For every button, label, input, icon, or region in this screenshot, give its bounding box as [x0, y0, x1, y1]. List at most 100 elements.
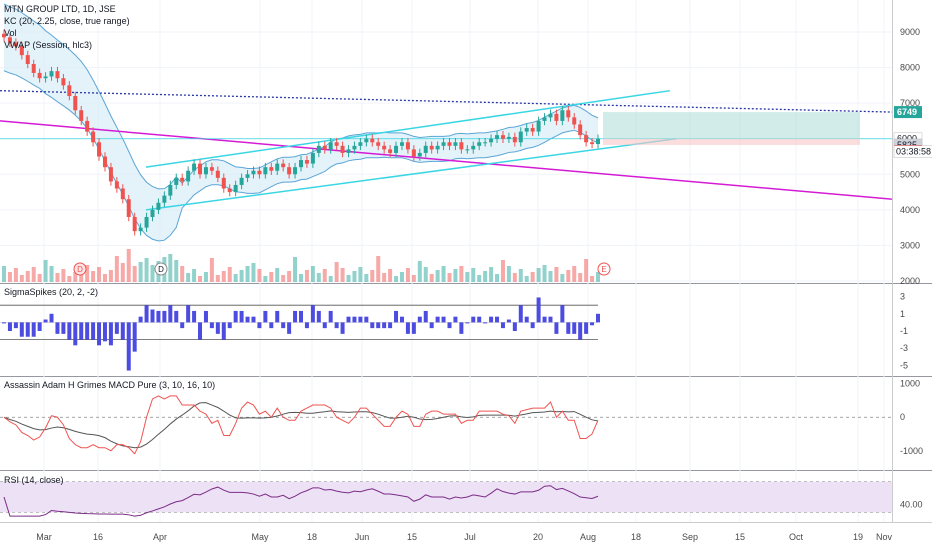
- candle-body: [239, 177, 244, 185]
- sigma-spike-bar: [512, 322, 517, 331]
- rsi-pane[interactable]: 40.00: [0, 481, 923, 517]
- volume-bar: [91, 271, 96, 282]
- sigma-spike-bar: [364, 316, 369, 323]
- volume-bar: [394, 276, 399, 282]
- candle-body: [97, 142, 102, 157]
- volume-bar: [584, 259, 589, 282]
- candle-body: [471, 145, 476, 150]
- dividend-badge[interactable]: D: [154, 262, 168, 276]
- sigma-tick-label: -5: [900, 360, 908, 370]
- candle-body: [328, 142, 333, 150]
- candle-body: [198, 163, 203, 175]
- sigma-spike-bar: [447, 322, 452, 329]
- candle-body: [19, 46, 24, 56]
- sigma-spike-bar: [55, 322, 60, 334]
- candle-body: [132, 216, 137, 232]
- sigma-spike-bar: [584, 322, 589, 334]
- volume-bar: [215, 275, 220, 282]
- candle-body: [162, 195, 167, 203]
- macd-pane[interactable]: 1000 0 -1000: [0, 378, 923, 456]
- price-tick-label: 3000: [900, 240, 920, 250]
- candle-body: [447, 142, 452, 146]
- keltner-channel: [3, 3, 599, 242]
- volume-bar: [411, 275, 416, 282]
- price-pane[interactable]: [0, 3, 893, 282]
- candle-body: [596, 138, 600, 145]
- volume-bar: [275, 268, 280, 282]
- candle-body: [108, 167, 113, 182]
- volume-bar: [447, 273, 452, 282]
- sigma-spike-bar: [263, 310, 268, 323]
- volume-bar: [299, 274, 303, 282]
- sigma-spike-bar: [429, 322, 434, 329]
- trendlines[interactable]: [0, 89, 893, 211]
- sigma-spike-bar: [79, 322, 84, 340]
- volume-bar: [530, 272, 535, 282]
- sigmaspikes-legend[interactable]: SigmaSpikes (20, 2, -2): [4, 287, 98, 297]
- sigma-spike-bar: [441, 316, 446, 323]
- candle-body: [293, 167, 298, 175]
- macd-legend[interactable]: Assassin Adam H Grimes MACD Pure (3, 10,…: [4, 380, 215, 390]
- candle-body: [257, 170, 262, 175]
- earnings-badge[interactable]: E: [597, 262, 611, 276]
- kc-legend[interactable]: KC (20, 2.25, close, true range): [4, 16, 130, 26]
- sigma-spike-bar: [376, 322, 381, 329]
- candle-body: [388, 149, 393, 153]
- sigma-spike-bar: [192, 310, 197, 323]
- candle-body: [192, 163, 197, 171]
- volume-bar: [251, 263, 256, 282]
- sigma-spike-bar: [340, 322, 345, 334]
- volume-legend[interactable]: Vol: [4, 28, 17, 38]
- volume-bar: [483, 271, 488, 282]
- sigma-spike-bar: [43, 319, 48, 323]
- candle-body: [441, 142, 446, 146]
- price-tick-label: 8000: [900, 63, 920, 73]
- rsi-legend[interactable]: RSI (14, close): [4, 475, 64, 485]
- volume-bar: [192, 269, 197, 282]
- volume-bar: [465, 272, 470, 282]
- sigma-spike-bar: [126, 322, 131, 371]
- volume-bar: [382, 273, 387, 282]
- candle-body: [578, 124, 583, 136]
- candle-body: [174, 177, 179, 185]
- macd-line: [3, 395, 599, 455]
- volume-bar: [477, 275, 482, 282]
- volume-bar: [578, 273, 583, 282]
- candle-body: [156, 202, 161, 210]
- price-tick-label: 4000: [900, 205, 920, 215]
- time-axis[interactable]: Mar 16 Apr May 18 Jun 15 Jul 20 Aug 18 Sep 15 Oct 19 No…: [36, 532, 892, 542]
- price-tick-label: 9000: [900, 27, 920, 37]
- sigma-spike-bar: [2, 322, 6, 324]
- chart-title: MTN GROUP LTD, 1D, JSE: [4, 4, 116, 14]
- long-position-tool[interactable]: [603, 112, 860, 145]
- sigma-spike-bar: [251, 316, 256, 323]
- sigmaspikes-pane[interactable]: 3 1 -1 -3 -5: [0, 292, 908, 371]
- dividend-badge[interactable]: D: [73, 262, 87, 276]
- candle-body: [114, 181, 119, 189]
- candle-body: [316, 145, 321, 153]
- volume-bar: [310, 266, 315, 282]
- candle-body: [67, 85, 72, 97]
- candle-body: [310, 152, 315, 164]
- candle-body: [126, 199, 131, 217]
- sigma-spike-bar: [299, 310, 303, 323]
- candle-body: [572, 117, 577, 125]
- kc-upper: [3, 3, 599, 190]
- volume-bar: [120, 263, 125, 282]
- price-tags: 674960005825565503:38:58: [893, 106, 932, 158]
- sigma-spike-bar: [542, 316, 547, 323]
- candle-body: [382, 145, 387, 150]
- volume-bar: [471, 268, 476, 282]
- volume-bar: [560, 274, 565, 282]
- sigma-spike-bar: [25, 322, 30, 337]
- candle-body: [221, 177, 226, 189]
- vwap-legend[interactable]: VWAP (Session, hlc3): [4, 40, 92, 50]
- sigma-spike-bar: [578, 322, 583, 340]
- candle-body: [31, 64, 36, 73]
- sigma-spike-bar: [215, 322, 220, 334]
- candle-body: [584, 135, 589, 143]
- time-tick-label: Aug: [580, 532, 596, 542]
- sigma-spike-bar: [293, 310, 298, 323]
- candle-body: [120, 188, 125, 200]
